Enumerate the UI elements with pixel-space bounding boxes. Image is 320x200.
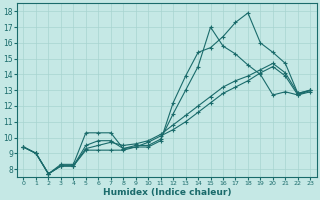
X-axis label: Humidex (Indice chaleur): Humidex (Indice chaleur) <box>103 188 231 197</box>
